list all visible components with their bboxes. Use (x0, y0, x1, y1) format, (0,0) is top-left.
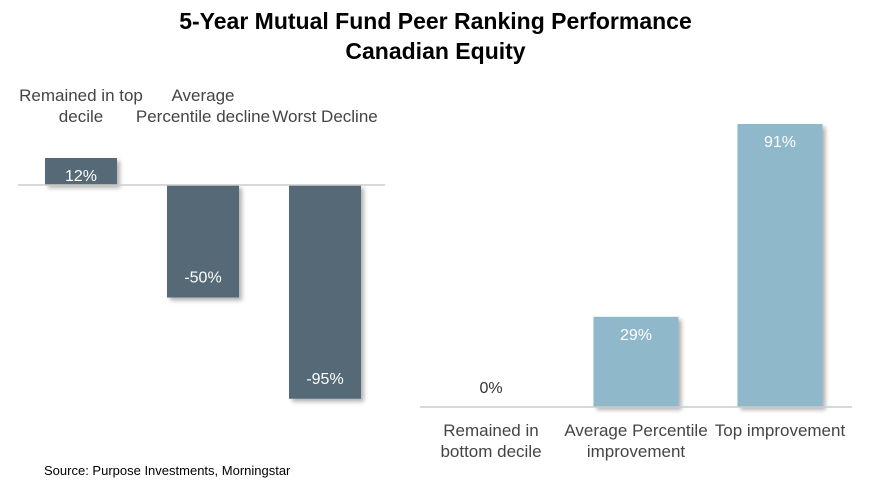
x-tick-label: Worst Decline (272, 107, 378, 126)
bar (737, 123, 823, 408)
value-label: 29% (620, 327, 652, 344)
bar (167, 185, 239, 298)
value-label: -50% (184, 270, 221, 287)
x-tick-label: Average Percentile improvement (564, 421, 708, 461)
bar (45, 158, 117, 185)
x-tick-label: Average Percentile decline (135, 86, 271, 126)
bar (593, 316, 679, 407)
value-label: 91% (764, 134, 796, 151)
value-label: -95% (306, 371, 343, 388)
chart-title: 5-Year Mutual Fund Peer Ranking Performa… (179, 8, 692, 34)
x-tick-label: Remained in top decile (19, 86, 143, 126)
value-label: 12% (65, 168, 97, 185)
chart-subtitle: Canadian Equity (345, 38, 526, 64)
x-tick-label: Remained in bottom decile (440, 421, 542, 461)
source: Source: Purpose Investments, Morningstar (44, 463, 291, 478)
value-label: 0% (479, 380, 502, 397)
bar (289, 185, 361, 399)
x-tick-label: Top improvement (714, 421, 846, 440)
